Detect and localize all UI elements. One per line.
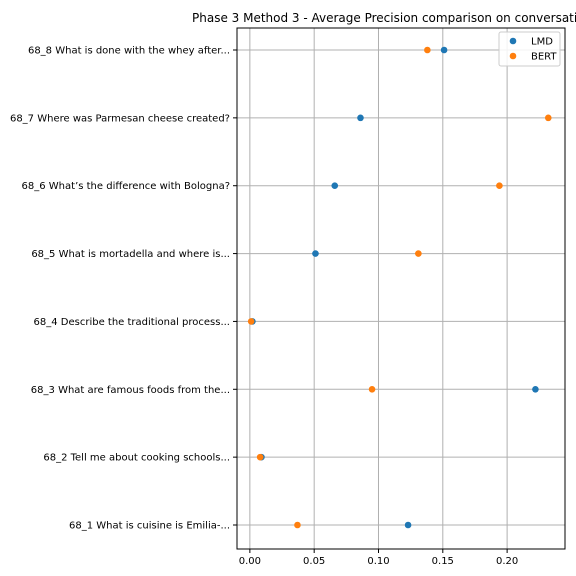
y-tick-label: 68_5 What is mortadella and where is... — [31, 249, 230, 260]
x-tick-label: 0.20 — [496, 556, 518, 567]
y-tick-labels: 68_1 What is cuisine is Emilia-... 68_2 T… — [10, 46, 230, 532]
point-lmd — [312, 250, 319, 257]
point-bert — [368, 385, 376, 393]
point-bert — [424, 46, 431, 54]
legend-label-bert: BERT — [531, 52, 557, 63]
x-tick-label: 0.15 — [432, 556, 454, 567]
y-tick-label: 68_1 What is cuisine is Emilia-... — [69, 521, 230, 532]
point-bert — [256, 453, 264, 461]
x-tick-label: 0.00 — [239, 556, 261, 567]
legend-label-lmd: LMD — [531, 37, 553, 48]
y-tick-label: 68_2 Tell me about cooking schools... — [43, 453, 230, 464]
y-tick-label: 68_3 What are famous foods from the... — [31, 385, 230, 396]
axes-frame — [236, 27, 566, 550]
point-bert — [496, 182, 503, 190]
y-tick-label: 68_6 What’s the difference with Bologna? — [22, 181, 230, 192]
point-lmd — [532, 385, 539, 393]
x-tick-label: 0.05 — [303, 556, 325, 567]
point-bert — [544, 114, 552, 122]
point-bert — [415, 250, 422, 257]
grid-lines — [233, 28, 565, 553]
x-tick-label: 0.10 — [367, 556, 389, 567]
point-lmd — [331, 182, 339, 190]
point-lmd — [404, 521, 412, 529]
point-bert — [247, 318, 255, 325]
y-tick-label: 68_7 Where was Parmesan cheese created? — [10, 113, 230, 124]
y-tick-label: 68_8 What is done with the whey after... — [28, 46, 230, 57]
point-bert — [294, 521, 301, 529]
legend-marker-bert — [509, 52, 517, 60]
chart-title: Phase 3 Method 3 - Average Precision com… — [192, 11, 576, 25]
legend-marker-lmd — [509, 37, 517, 45]
point-lmd — [440, 46, 448, 54]
x-tick-labels: 0.00 0.05 0.10 0.15 0.20 — [239, 556, 519, 567]
legend: LMD BERT — [498, 31, 561, 67]
y-tick-label: 68_4 Describe the traditional process... — [34, 317, 230, 328]
point-lmd — [357, 114, 364, 122]
data-points — [247, 46, 552, 529]
